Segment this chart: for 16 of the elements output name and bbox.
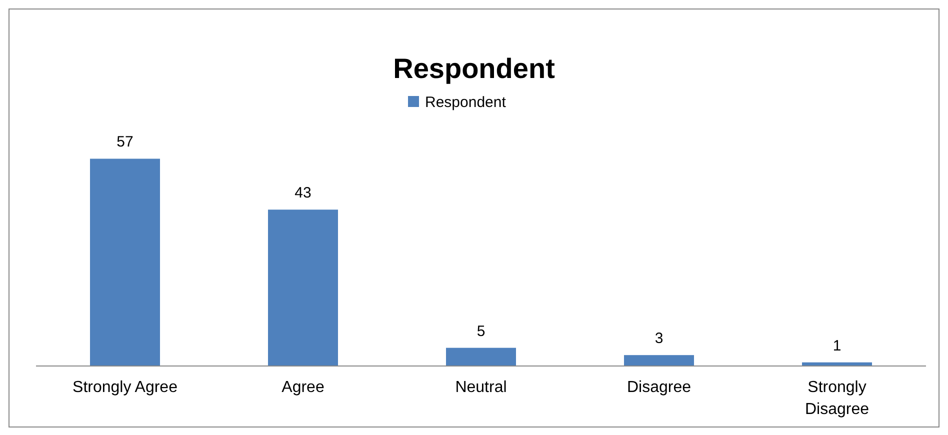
x-tick-label: Strongly Agree bbox=[72, 379, 178, 396]
data-label: 57 bbox=[116, 134, 134, 151]
data-label: 1 bbox=[832, 337, 842, 354]
data-label: 5 bbox=[476, 322, 486, 340]
bar bbox=[90, 158, 160, 366]
data-label: 43 bbox=[294, 184, 312, 202]
data-label: 3 bbox=[654, 330, 664, 348]
x-tick-label: Neutral bbox=[455, 379, 507, 396]
bar bbox=[624, 355, 694, 366]
bar bbox=[268, 210, 338, 366]
bar bbox=[446, 348, 516, 366]
x-tick-label: Agree bbox=[282, 379, 324, 396]
x-tick-label: Strongly Disagree bbox=[804, 379, 870, 418]
chart-title: Respondent bbox=[393, 53, 555, 84]
x-tick-label: Disagree bbox=[626, 379, 692, 396]
legend-label: Respondent bbox=[425, 94, 507, 111]
